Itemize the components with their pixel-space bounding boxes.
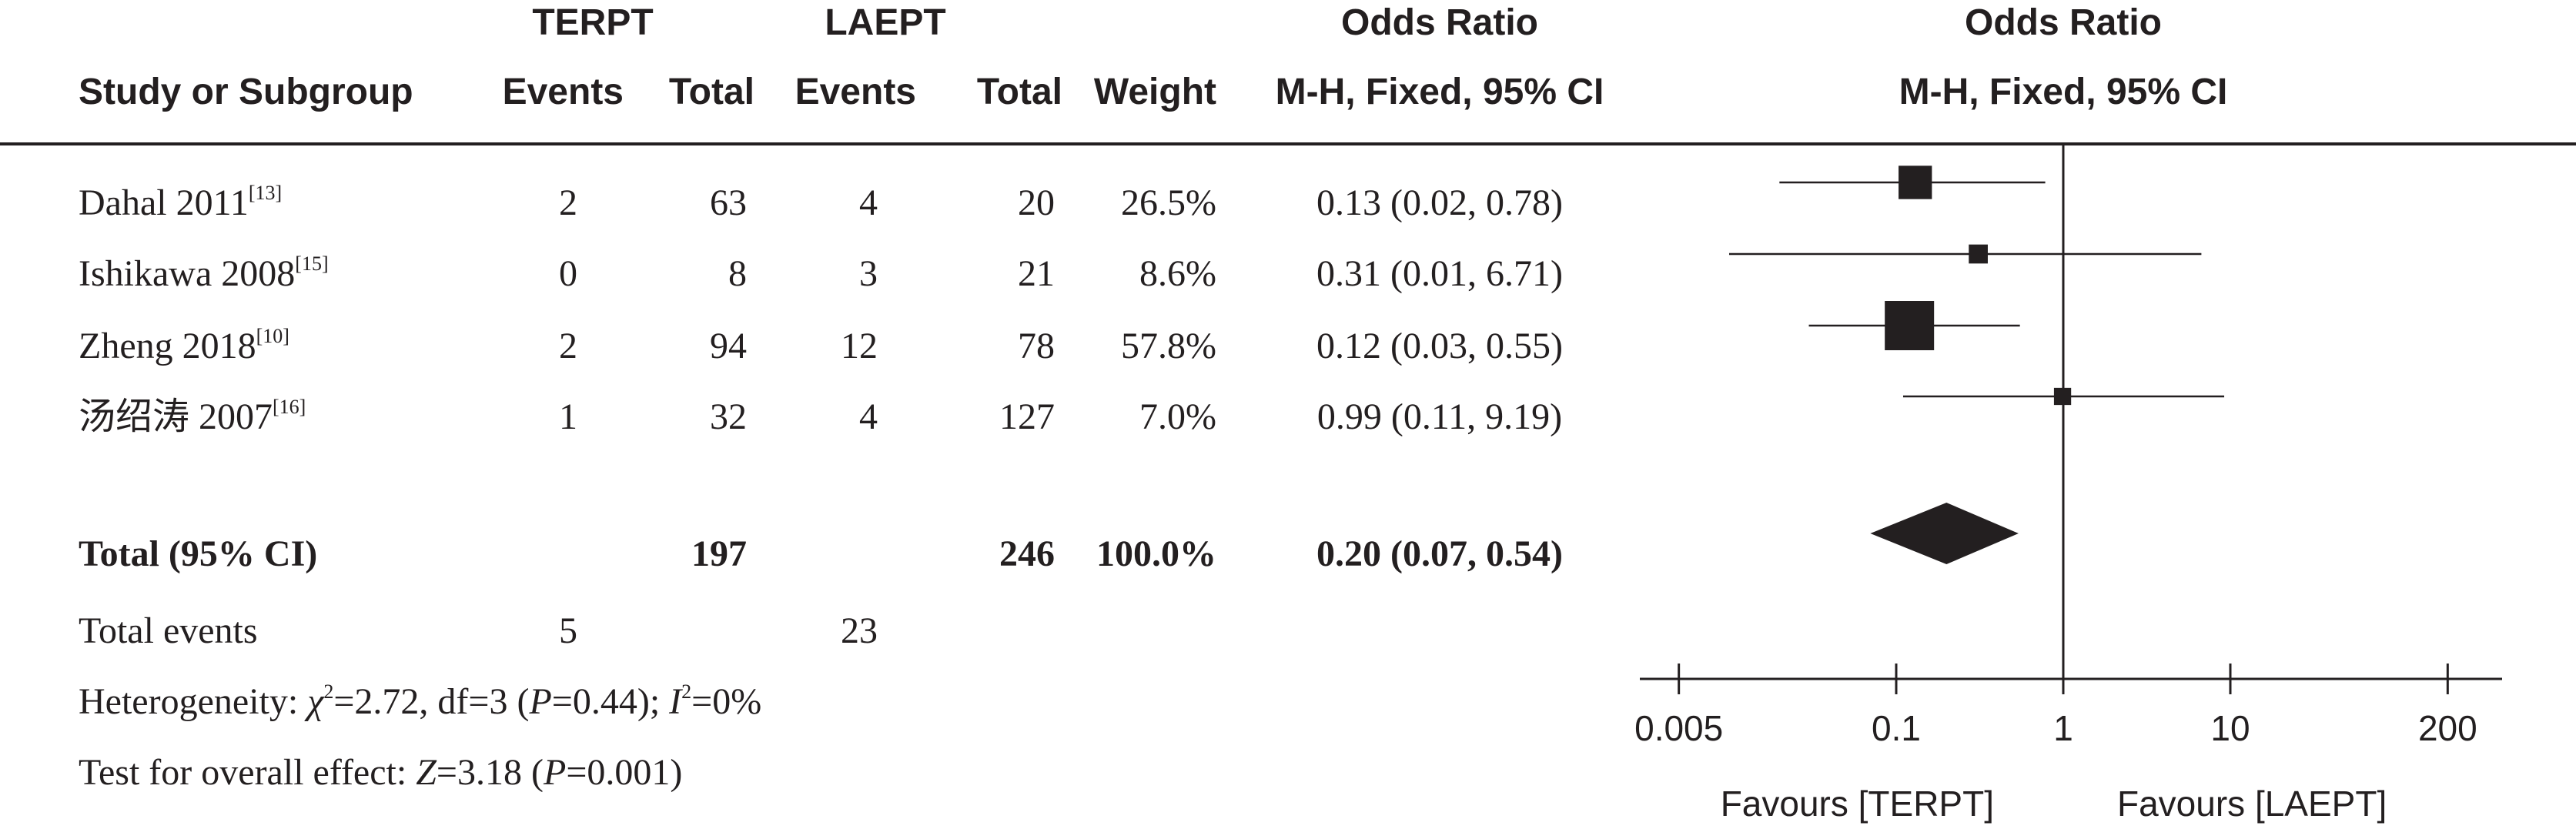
total-weight: 100.0% bbox=[1096, 533, 1216, 574]
ci-cell: 0.99 (0.11, 9.19) bbox=[1316, 396, 1563, 437]
total-events2: 23 bbox=[841, 610, 878, 651]
weight-cell: 8.6% bbox=[1139, 253, 1216, 294]
total2-cell: 127 bbox=[999, 396, 1055, 437]
events2-header: Events bbox=[795, 72, 916, 112]
x-tick-label: 200 bbox=[2418, 708, 2477, 748]
total1-cell: 63 bbox=[710, 182, 747, 223]
x-tick-label: 0.1 bbox=[1872, 708, 1921, 748]
events1-cell: 1 bbox=[559, 396, 577, 437]
total1-header: Total bbox=[668, 72, 754, 112]
total-label: Total (95% CI) bbox=[79, 533, 318, 574]
study-marker bbox=[1899, 165, 1932, 199]
total1-sum: 197 bbox=[691, 533, 747, 574]
ci-cell: 0.31 (0.01, 6.71) bbox=[1316, 253, 1563, 294]
study-column-header: Study or Subgroup bbox=[79, 72, 413, 112]
total2-cell: 20 bbox=[1018, 182, 1055, 223]
overall-effect-stats: Test for overall effect: Z=3.18 (P=0.001… bbox=[79, 752, 683, 793]
ci-cell: 0.12 (0.03, 0.55) bbox=[1316, 326, 1563, 366]
weight-header: Weight bbox=[1093, 72, 1216, 112]
study-name: Dahal 2011[13] bbox=[79, 182, 283, 223]
events1-cell: 2 bbox=[559, 326, 577, 366]
total-events1: 5 bbox=[559, 610, 577, 651]
weight-cell: 7.0% bbox=[1139, 396, 1216, 437]
study-name: Zheng 2018[10] bbox=[79, 325, 289, 366]
study-name: Ishikawa 2008[15] bbox=[79, 252, 329, 294]
weight-cell: 26.5% bbox=[1121, 182, 1216, 223]
study-name: 汤绍涛 2007[16] bbox=[79, 396, 306, 437]
odds-ratio-plot-header: Odds Ratio bbox=[1964, 2, 2162, 43]
events2-cell: 4 bbox=[859, 182, 878, 223]
total2-sum: 246 bbox=[999, 533, 1055, 574]
ci-cell: 0.13 (0.02, 0.78) bbox=[1316, 182, 1563, 223]
total1-cell: 32 bbox=[710, 396, 747, 437]
method-column-header: M-H, Fixed, 95% CI bbox=[1275, 72, 1604, 112]
total2-header: Total bbox=[976, 72, 1062, 112]
group2-header: LAEPT bbox=[825, 2, 946, 43]
heterogeneity-stats: Heterogeneity: χ2=2.72, df=3 (P=0.44); I… bbox=[79, 680, 762, 722]
summary-diamond bbox=[1870, 503, 2019, 564]
x-tick-label: 10 bbox=[2210, 708, 2250, 748]
weight-cell: 57.8% bbox=[1121, 326, 1216, 366]
total2-cell: 21 bbox=[1018, 253, 1055, 294]
header-rule bbox=[0, 142, 2576, 145]
study-marker bbox=[1969, 244, 1988, 264]
favours-right-label: Favours [LAEPT] bbox=[2117, 784, 2387, 824]
total-ci: 0.20 (0.07, 0.54) bbox=[1316, 533, 1563, 574]
total-events-label: Total events bbox=[79, 610, 258, 651]
total1-cell: 94 bbox=[710, 326, 747, 366]
events2-cell: 3 bbox=[859, 253, 878, 294]
events1-cell: 0 bbox=[559, 253, 577, 294]
total2-cell: 78 bbox=[1018, 326, 1055, 366]
x-tick-label: 1 bbox=[2053, 708, 2073, 748]
events1-header: Events bbox=[502, 72, 624, 112]
x-tick-label: 0.005 bbox=[1634, 708, 1723, 748]
events2-cell: 12 bbox=[841, 326, 878, 366]
odds-ratio-column-header: Odds Ratio bbox=[1340, 2, 1538, 43]
events2-cell: 4 bbox=[859, 396, 878, 437]
study-marker bbox=[2053, 387, 2072, 406]
group1-header: TERPT bbox=[532, 2, 654, 43]
favours-left-label: Favours [TERPT] bbox=[1721, 784, 1994, 824]
events1-cell: 2 bbox=[559, 182, 577, 223]
total1-cell: 8 bbox=[728, 253, 747, 294]
method-plot-header: M-H, Fixed, 95% CI bbox=[1899, 72, 2228, 112]
study-marker bbox=[1885, 301, 1935, 350]
